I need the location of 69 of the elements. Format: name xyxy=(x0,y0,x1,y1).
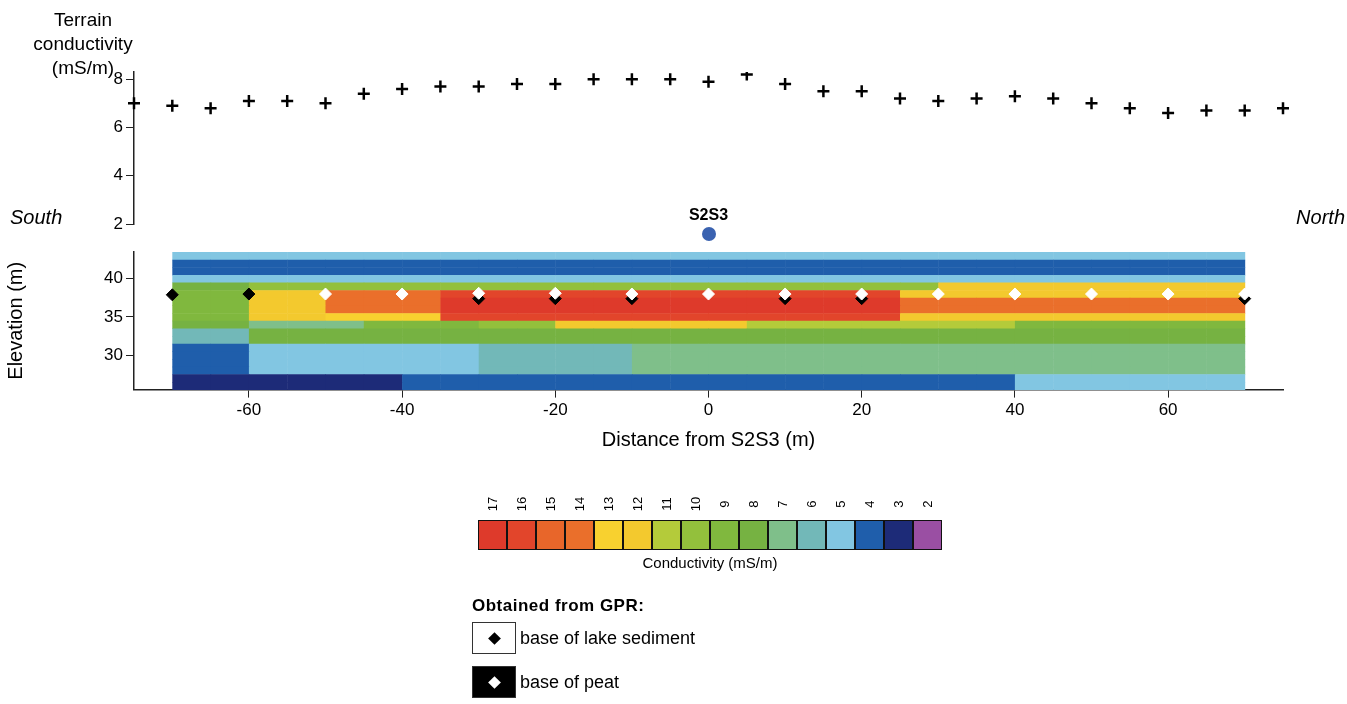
color-bar-label: 16 xyxy=(512,495,530,514)
point xyxy=(662,72,678,87)
point xyxy=(318,96,333,111)
annotation: North xyxy=(1296,205,1345,228)
color-bar-label: 14 xyxy=(570,495,588,514)
point xyxy=(126,96,142,111)
color-bar-title: Conductivity (mS/m) xyxy=(641,554,779,571)
color-bar-label: 11 xyxy=(657,496,675,513)
point xyxy=(203,100,218,116)
y-tick-label: 35 xyxy=(104,306,123,326)
point xyxy=(1045,91,1061,106)
point xyxy=(1007,88,1023,104)
color-bar-label: 12 xyxy=(628,495,646,514)
legend-label: base of lake sediment xyxy=(520,627,696,649)
y-tick-label: 6 xyxy=(113,117,123,137)
point xyxy=(624,72,640,87)
text: South xyxy=(10,205,63,228)
y-tick-label: 2 xyxy=(113,213,123,233)
color-bar-label: 6 xyxy=(802,499,820,510)
point xyxy=(854,84,869,99)
point xyxy=(165,98,180,114)
legend-title: Obtained from GPR: xyxy=(472,596,646,616)
color-bar-label: 2 xyxy=(918,499,936,510)
annotation: S2S3 xyxy=(688,206,729,224)
point xyxy=(1275,100,1291,116)
color-bar-label: 17 xyxy=(483,495,501,514)
y-tick-label: 4 xyxy=(113,165,123,185)
point xyxy=(931,93,946,109)
x-tick-label: -60 xyxy=(236,400,262,420)
point xyxy=(509,76,525,92)
color-bar-label: 9 xyxy=(715,499,733,510)
point xyxy=(471,79,486,94)
x-tick-label: 20 xyxy=(852,400,872,420)
x-tick-label: -40 xyxy=(389,400,415,420)
color-bar-label: 15 xyxy=(541,495,559,514)
color-bar-label: 3 xyxy=(889,499,907,510)
legend-label: base of peat xyxy=(520,671,620,693)
point xyxy=(586,72,601,87)
color-bar-label: 7 xyxy=(773,499,791,510)
point xyxy=(1237,103,1252,118)
x-tick-label: 0 xyxy=(703,400,714,420)
y-tick-label: 30 xyxy=(104,344,123,364)
color-bar-label: 8 xyxy=(744,499,762,510)
x-tick-label: 60 xyxy=(1158,400,1178,420)
x-tick-label: -20 xyxy=(543,400,568,420)
point xyxy=(279,93,295,109)
y-tick-label: 40 xyxy=(104,268,123,288)
x-axis-title: Distance from S2S3 (m) xyxy=(601,427,816,450)
point xyxy=(433,79,448,94)
color-bar-label: 5 xyxy=(831,499,849,510)
point xyxy=(241,93,257,109)
x-tick-label: 40 xyxy=(1005,400,1025,420)
point xyxy=(1199,103,1214,118)
point xyxy=(816,84,831,99)
color-bar-label: 13 xyxy=(599,495,617,514)
y-tick-label: 8 xyxy=(113,68,123,88)
color-bar-label: 10 xyxy=(686,495,704,514)
point xyxy=(1084,96,1099,111)
point xyxy=(394,81,410,97)
point xyxy=(548,76,563,92)
point xyxy=(1122,100,1138,116)
y-axis-title: Elevation (m) xyxy=(3,261,26,380)
color-bar-label: 4 xyxy=(860,499,878,510)
point xyxy=(777,76,793,92)
point xyxy=(1160,105,1176,121)
point xyxy=(969,91,984,106)
point xyxy=(701,74,716,89)
point xyxy=(892,91,908,106)
point xyxy=(356,86,372,101)
